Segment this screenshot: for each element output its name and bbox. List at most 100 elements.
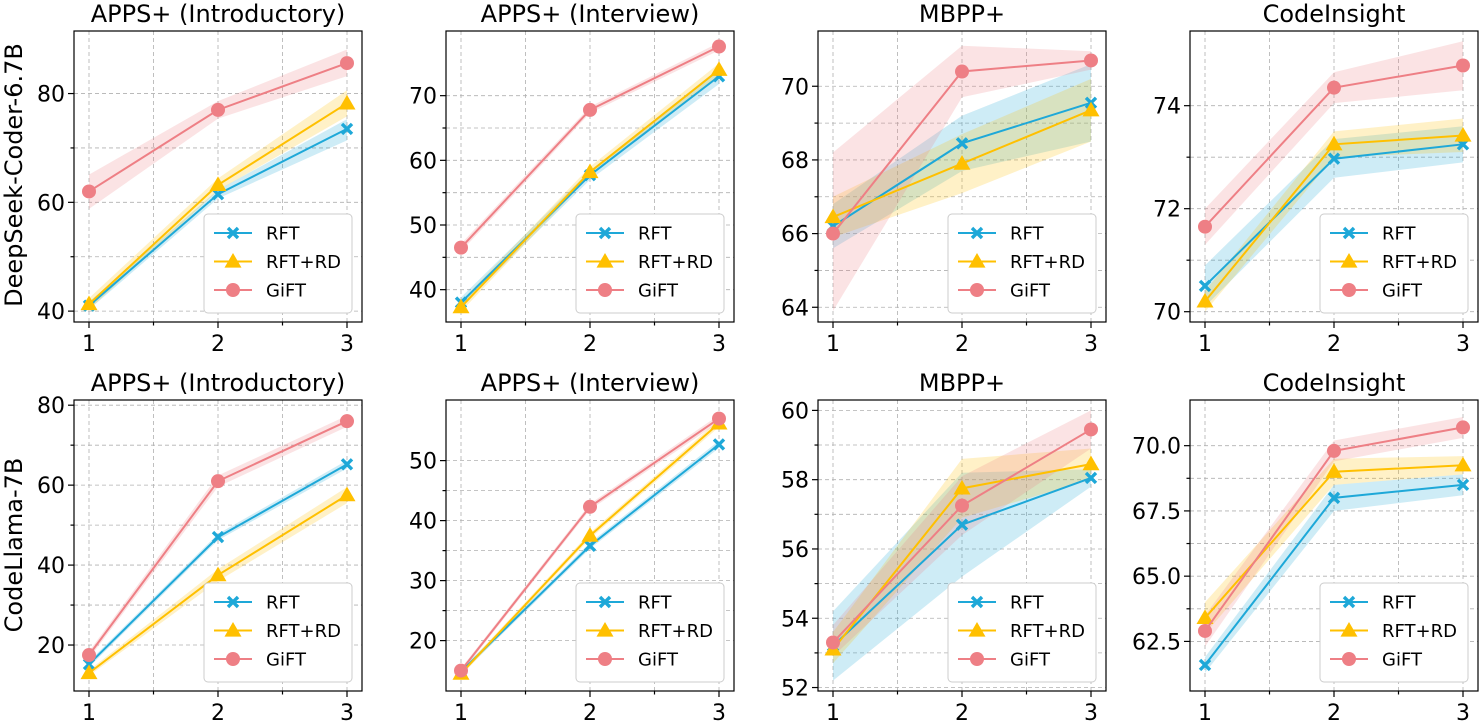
panel-0-2-legend: RFT RFT+RD GiFT xyxy=(947,213,1097,314)
panel-1-3-legend-marker-0 xyxy=(1342,595,1356,609)
panel-1-0-marker-2-2 xyxy=(340,414,354,429)
panel-0-2-legend-label-2: GiFT xyxy=(1010,281,1051,302)
panel-1-3-ytick-label-1: 65.0 xyxy=(1132,565,1181,590)
panel-0-1-legend-marker-2 xyxy=(598,283,612,297)
panel-0-2-marker-2-1 xyxy=(955,64,969,79)
panel-0-0-marker-2-2 xyxy=(340,56,354,71)
panel-1-0: 1 2 3 20 40 60 80 APPS+ (Introductory) RFT RFT+RD… xyxy=(37,369,363,723)
panel-1-0-legend-marker-0-shape xyxy=(226,595,240,609)
panel-0-0-marker-1-1 xyxy=(209,176,227,192)
panel-0-2-marker-1-1 xyxy=(953,155,971,170)
panel-0-1-band-0 xyxy=(461,68,719,308)
panel-0-3-legend-marker-0-shape xyxy=(1342,226,1356,240)
panel-1-1-xtick-label-0: 1 xyxy=(454,701,468,723)
panel-0-1-ytick-label-0: 40 xyxy=(409,279,437,304)
panel-1-2-xtick-label-0: 1 xyxy=(826,701,840,723)
panel-0-1-ytick-label-3: 70 xyxy=(409,85,437,110)
panel-1-2-ytick-label-0: 52 xyxy=(781,677,809,702)
panel-1-0-legend-label-0: RFT xyxy=(266,593,301,614)
panel-0-0-legend-marker-2 xyxy=(226,283,240,297)
panel-1-3-marker-2-1 xyxy=(1327,443,1341,458)
panel-1-2-band-0 xyxy=(833,469,1091,681)
panel-1-1-ytick-label-2: 40 xyxy=(409,510,437,535)
panel-1-3-legend-label-1: RFT+RD xyxy=(1382,621,1457,642)
panel-0-0-legend-box xyxy=(203,213,353,314)
panel-1-3-legend-box xyxy=(1319,582,1469,683)
panel-1-0-ytick-label-1: 40 xyxy=(37,554,65,579)
panel-0-0-marker-1-2 xyxy=(338,94,356,110)
panel-1-0-marker-2-1 xyxy=(211,474,225,489)
panel-1-2-legend-box xyxy=(947,582,1097,683)
panel-1-3-legend-label-0: RFT xyxy=(1382,593,1417,614)
panel-0-2-ytick-label-3: 70 xyxy=(781,75,809,100)
panel-1-1-marker-0-2-shape xyxy=(712,438,726,451)
panel-1-2-legend-label-2: GiFT xyxy=(1010,650,1051,671)
panel-0-3-xtick-label-1: 2 xyxy=(1327,332,1341,357)
panel-0-3-legend-marker-0 xyxy=(1342,226,1356,240)
panel-1-1-marker-0-1-shape xyxy=(583,539,597,553)
panel-0-0-legend-label-1: RFT+RD xyxy=(266,252,341,273)
panel-0-3-legend-marker-2 xyxy=(1342,283,1356,297)
panel-1-0-marker-0-1 xyxy=(211,530,225,544)
panel-1-2-legend-label-0: RFT xyxy=(1010,593,1045,614)
panel-0-1-title: APPS+ (Interview) xyxy=(481,0,700,28)
panel-0-2-band-2 xyxy=(833,45,1091,311)
panel-1-2-marker-0-2-shape xyxy=(1084,471,1098,485)
panel-1-3-legend-marker-1 xyxy=(1340,622,1358,637)
panel-1-1-legend-label-1: RFT+RD xyxy=(638,621,713,642)
panel-1-3-legend-label-2: GiFT xyxy=(1382,650,1423,671)
panel-0-2-ytick-label-2: 68 xyxy=(781,149,809,174)
panel-1-1-xtick-label-2: 3 xyxy=(712,701,726,723)
panel-1-1-legend-box xyxy=(575,582,725,683)
panel-1-1-ytick-label-3: 50 xyxy=(409,450,437,475)
panel-0-0-legend-marker-0-shape xyxy=(226,226,240,240)
panel-0-0-marker-2-1 xyxy=(211,102,225,117)
panel-1-0-marker-1-1 xyxy=(209,566,227,582)
panel-1-3-xtick-label-0: 1 xyxy=(1198,701,1212,723)
panel-0-2-legend-marker-0 xyxy=(970,226,984,240)
panel-1-0-xtick-label-1: 2 xyxy=(211,701,225,723)
panel-0-1-ytick-label-2: 60 xyxy=(409,149,437,174)
panel-1-1-legend-marker-1 xyxy=(596,622,614,637)
panel-0-0-title: APPS+ (Introductory) xyxy=(91,0,346,28)
panel-0-2-marker-1-0 xyxy=(824,208,842,224)
panel-0-2-marker-2-2 xyxy=(1084,53,1098,68)
panel-1-2-marker-1-1 xyxy=(953,479,971,495)
panel-1-3-legend-marker-0-shape xyxy=(1342,595,1356,609)
panel-1-0-legend-marker-1 xyxy=(224,622,242,637)
panel-1-3-band-1 xyxy=(1205,456,1463,634)
panel-1-0-xtick-label-2: 3 xyxy=(340,701,354,723)
panel-0-2-legend-label-1: RFT+RD xyxy=(1010,252,1085,273)
panel-0-3-ytick-label-2: 74 xyxy=(1153,95,1181,120)
panel-0-1-marker-2-2 xyxy=(712,39,726,54)
panel-1-3-legend: RFT RFT+RD GiFT xyxy=(1319,582,1469,683)
panel-1-2-ytick-label-4: 60 xyxy=(781,399,809,424)
panel-1-1-marker-1-1 xyxy=(581,527,599,542)
panel-0-1-legend-label-2: GiFT xyxy=(638,281,679,302)
panel-1-1-marker-0-2 xyxy=(712,438,726,451)
panel-0-1-legend-box xyxy=(575,213,725,314)
panel-1-2: 1 2 3 52 54 56 58 60 MBPP+ RFT RFT+RD GiFT xyxy=(781,369,1107,723)
panel-0-0-ytick-label-2: 80 xyxy=(37,83,65,108)
panel-1-3-ytick-label-3: 70.0 xyxy=(1132,435,1181,460)
panel-1-0-marker-0-2 xyxy=(340,458,354,471)
panel-1-3-legend-marker-2 xyxy=(1342,652,1356,666)
panel-0-2-legend-marker-1 xyxy=(968,253,986,268)
panel-1-0-marker-1-2 xyxy=(338,486,356,502)
panel-0-3-legend-box xyxy=(1319,213,1469,314)
panel-1-0-title: APPS+ (Introductory) xyxy=(91,369,346,397)
panel-0-0-legend-marker-1 xyxy=(224,253,242,268)
panel-1-0-xtick-label-0: 1 xyxy=(82,701,96,723)
panel-0-2-legend-marker-2 xyxy=(970,283,984,297)
panel-1-3-xtick-label-1: 2 xyxy=(1327,701,1341,723)
panel-0-3-marker-0-0-shape xyxy=(1198,279,1212,293)
panel-1-2-marker-2-2 xyxy=(1084,422,1098,437)
panel-1-2-legend-marker-1 xyxy=(968,622,986,637)
panel-0-3-ytick-label-1: 72 xyxy=(1153,198,1181,223)
panel-1-3-band-0 xyxy=(1205,474,1463,673)
panel-1-2-marker-2-1 xyxy=(955,498,969,513)
panel-1-0-band-0 xyxy=(89,460,347,668)
panel-0-2-ytick-label-0: 64 xyxy=(781,296,809,321)
panel-1-1: 1 2 3 20 30 40 50 APPS+ (Interview) RFT RFT+RD GiF… xyxy=(409,369,735,723)
panel-1-2-marker-2-0 xyxy=(826,635,840,650)
